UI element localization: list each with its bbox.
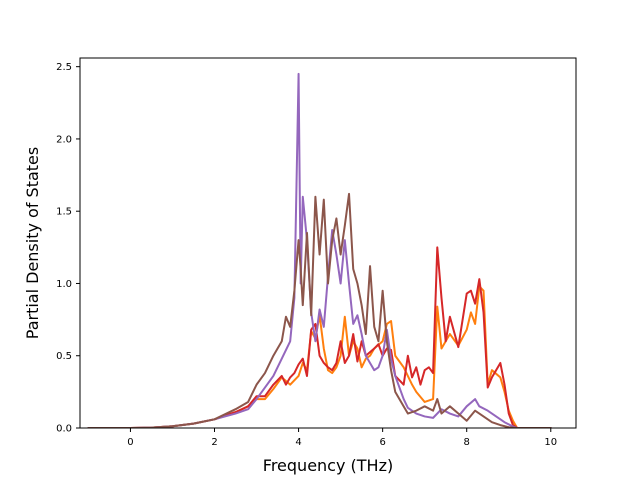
series-line-4 bbox=[87, 192, 552, 428]
series-line-3 bbox=[87, 72, 552, 428]
x-tick-label: 0 bbox=[127, 437, 133, 448]
series-line-2 bbox=[87, 246, 552, 428]
series-line-1 bbox=[87, 285, 552, 428]
y-tick-label: 1.0 bbox=[56, 279, 72, 290]
y-tick-label: 0.0 bbox=[56, 424, 72, 435]
x-tick-label: 8 bbox=[464, 437, 470, 448]
x-axis-title: Frequency (THz) bbox=[263, 456, 393, 475]
y-axis-ticks: 0.0 0.5 1.0 1.5 2.0 2.5 bbox=[56, 62, 80, 435]
y-tick-label: 1.5 bbox=[56, 207, 72, 218]
y-axis-title: Partial Density of States bbox=[23, 147, 42, 339]
y-tick-label: 2.0 bbox=[56, 134, 72, 145]
y-tick-label: 0.5 bbox=[56, 351, 72, 362]
plot-frame bbox=[79, 57, 577, 429]
x-tick-label: 4 bbox=[295, 437, 301, 448]
y-tick-label: 2.5 bbox=[56, 62, 72, 73]
x-tick-label: 6 bbox=[379, 437, 385, 448]
x-axis-ticks: 0 2 4 6 8 10 bbox=[127, 428, 557, 448]
x-tick-label: 2 bbox=[211, 437, 217, 448]
series-layer bbox=[87, 72, 552, 428]
x-tick-label: 10 bbox=[544, 437, 557, 448]
